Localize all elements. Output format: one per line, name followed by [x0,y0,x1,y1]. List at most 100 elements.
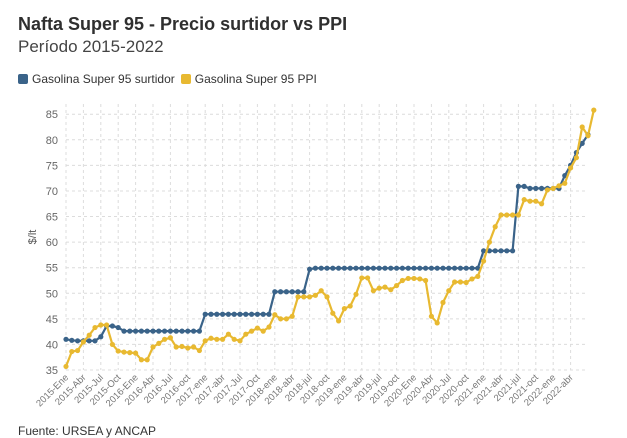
data-point-surtidor [382,265,388,271]
chart-title: Nafta Super 95 - Precio surtidor vs PPI [18,14,348,34]
data-point-ppi [330,310,336,316]
data-point-ppi [446,288,452,294]
data-point-surtidor [533,185,539,192]
data-point-surtidor [376,265,382,271]
data-point-ppi [573,155,580,161]
y-tick-label: 70 [46,186,58,198]
line-chart: 3540455055606570758085$/lt2015-Ene2015-A… [27,104,597,409]
data-point-ppi [498,212,504,218]
data-point-surtidor [463,265,469,271]
data-point-surtidor [86,338,92,344]
data-point-ppi [353,291,359,297]
data-point-ppi [144,357,150,363]
data-point-ppi [370,288,376,294]
data-point-ppi [463,279,469,286]
data-point-ppi [341,306,347,312]
data-point-ppi [167,335,173,341]
data-point-ppi [283,316,289,322]
data-point-surtidor [196,328,202,334]
legend-swatch-surtidor [18,74,28,84]
data-point-surtidor [191,328,197,334]
axis-layer: 3540455055606570758085$/lt2015-Ene2015-A… [27,109,576,409]
legend-label-surtidor: Gasolina Super 95 surtidor [32,72,175,86]
data-point-ppi [196,347,202,354]
data-point-ppi [591,107,597,113]
y-tick-label: 80 [46,135,58,147]
y-tick-label: 45 [46,314,58,326]
data-point-ppi [254,325,260,331]
data-point-ppi [237,338,243,344]
data-point-ppi [231,336,237,342]
data-point-ppi [324,294,330,300]
data-point-ppi [365,275,371,281]
data-point-ppi [579,124,585,130]
data-point-surtidor [214,311,220,317]
chart-subtitle: Período 2015-2022 [18,37,164,56]
data-point-ppi [115,348,121,354]
data-point-surtidor [173,328,179,334]
data-point-ppi [504,212,510,218]
y-tick-label: 55 [46,263,58,275]
source-note: Fuente: URSEA y ANCAP [18,424,157,438]
data-point-surtidor [202,311,208,317]
data-point-ppi [475,273,481,279]
data-point-surtidor [283,289,289,295]
data-point-ppi [527,198,533,204]
data-point-ppi [220,336,226,342]
data-point-surtidor [446,265,452,271]
data-point-surtidor [388,265,394,271]
data-point-ppi [266,324,272,330]
data-point-ppi [156,340,162,346]
data-point-ppi [301,294,307,300]
series-layer [63,107,597,370]
data-point-surtidor [341,265,347,271]
data-point-surtidor [469,265,475,271]
data-point-surtidor [399,265,405,271]
data-point-ppi [492,224,498,230]
data-point-surtidor [394,265,400,271]
y-tick-label: 75 [46,160,58,172]
data-point-ppi [278,316,284,322]
data-point-surtidor [370,265,376,271]
data-point-ppi [214,336,220,342]
data-point-ppi [109,341,115,348]
data-point-ppi [539,201,545,207]
data-point-ppi [376,285,382,291]
legend: Gasolina Super 95 surtidor Gasolina Supe… [18,72,323,86]
data-point-ppi [202,338,208,344]
data-point-ppi [225,331,231,337]
legend-item-ppi[interactable]: Gasolina Super 95 PPI [180,72,317,86]
data-point-surtidor [417,265,423,271]
data-point-ppi [289,313,295,319]
data-point-ppi [481,258,487,264]
data-point-surtidor [92,338,98,344]
data-point-surtidor [579,140,585,146]
data-point-ppi [428,313,434,319]
data-point-surtidor [289,289,295,295]
data-point-surtidor [75,338,81,344]
data-point-ppi [191,344,197,350]
data-point-surtidor [295,289,301,295]
data-point-surtidor [301,289,307,295]
data-point-surtidor [272,289,278,295]
data-point-surtidor [492,248,498,254]
data-point-surtidor [98,334,104,340]
data-point-ppi [307,294,313,300]
y-tick-label: 85 [46,109,58,121]
data-point-ppi [452,279,458,285]
data-point-ppi [457,279,463,285]
data-point-surtidor [336,265,342,271]
data-point-surtidor [266,311,272,317]
data-point-surtidor [318,265,324,271]
legend-item-surtidor[interactable]: Gasolina Super 95 surtidor [18,72,175,86]
data-point-ppi [243,331,249,337]
data-point-surtidor [237,311,243,317]
y-axis-title: $/lt [27,230,39,245]
data-point-ppi [86,332,92,338]
data-point-ppi [417,276,423,282]
data-point-ppi [359,275,365,281]
data-point-surtidor [254,311,260,317]
data-point-surtidor [69,337,75,343]
data-point-ppi [133,350,139,356]
data-point-ppi [127,350,133,356]
